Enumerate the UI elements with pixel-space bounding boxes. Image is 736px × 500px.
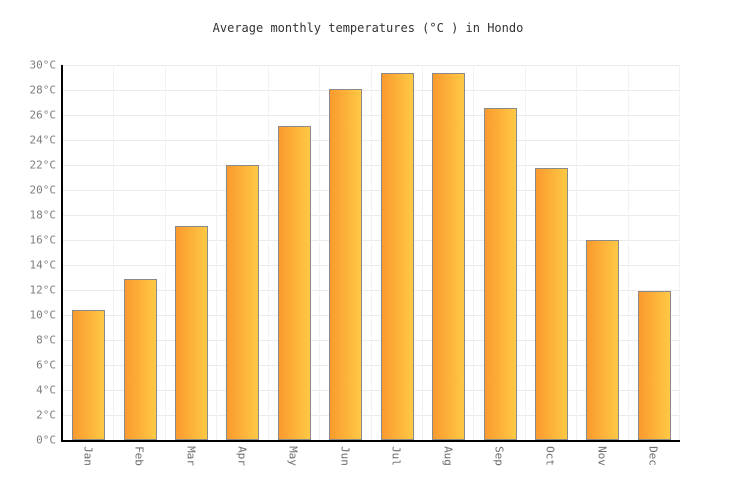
h-gridline <box>63 415 680 416</box>
bar-jun <box>329 88 363 440</box>
h-gridline <box>63 90 680 91</box>
x-tick-label-aug: Aug <box>441 446 455 466</box>
x-tick-label-sep: Sep <box>492 446 506 466</box>
x-tick-label-may: May <box>286 446 300 466</box>
y-tick-label-20: 20°C <box>29 183 57 197</box>
v-gridline <box>216 65 218 440</box>
bar-may <box>277 126 311 440</box>
y-tick-label-14: 14°C <box>29 258 57 272</box>
bar-mar <box>175 226 209 440</box>
v-gridline <box>267 65 269 440</box>
v-gridline <box>370 65 372 440</box>
h-gridline <box>63 340 680 341</box>
h-gridline <box>63 290 680 291</box>
y-tick-label-8: 8°C <box>36 333 56 347</box>
plot-area <box>61 65 680 442</box>
v-gridline <box>319 65 321 440</box>
h-gridline <box>63 315 680 316</box>
h-gridline <box>63 240 680 241</box>
v-gridline <box>679 65 680 440</box>
x-tick-label-jan: Jan <box>81 446 95 466</box>
h-gridline <box>63 215 680 216</box>
v-gridline <box>164 65 166 440</box>
x-tick-label-feb: Feb <box>132 446 146 466</box>
y-tick-label-10: 10°C <box>29 308 57 322</box>
y-tick-label-30: 30°C <box>29 58 57 72</box>
v-gridline <box>576 65 578 440</box>
x-tick-label-apr: Apr <box>235 446 249 466</box>
y-tick-label-28: 28°C <box>29 83 57 97</box>
bar-dec <box>637 291 671 440</box>
x-tick-label-dec: Dec <box>646 446 660 466</box>
v-gridline <box>421 65 423 440</box>
h-gridline <box>63 65 680 66</box>
v-gridline <box>473 65 475 440</box>
v-gridline <box>113 65 115 440</box>
y-tick-label-12: 12°C <box>29 283 57 297</box>
bar-jul <box>380 72 414 440</box>
y-tick-label-26: 26°C <box>29 108 57 122</box>
y-tick-label-18: 18°C <box>29 208 57 222</box>
bar-jan <box>72 310 106 440</box>
bar-oct <box>534 167 568 440</box>
h-gridline <box>63 165 680 166</box>
bar-nov <box>586 240 620 440</box>
y-tick-label-0: 0°C <box>36 433 56 447</box>
y-tick-label-16: 16°C <box>29 233 57 247</box>
h-gridline <box>63 365 680 366</box>
v-gridline <box>627 65 629 440</box>
y-tick-label-6: 6°C <box>36 358 56 372</box>
h-gridline <box>63 190 680 191</box>
h-gridline <box>63 140 680 141</box>
h-gridline <box>63 115 680 116</box>
h-gridline <box>63 390 680 391</box>
x-tick-label-mar: Mar <box>184 446 198 466</box>
bar-feb <box>123 278 157 440</box>
bar-sep <box>483 107 517 440</box>
bar-apr <box>226 165 260 440</box>
bar-aug <box>432 72 466 440</box>
h-gridline <box>63 265 680 266</box>
x-tick-label-nov: Nov <box>595 446 609 466</box>
y-tick-label-4: 4°C <box>36 383 56 397</box>
y-tick-label-2: 2°C <box>36 408 56 422</box>
v-gridline <box>524 65 526 440</box>
chart-title: Average monthly temperatures (°C ) in Ho… <box>212 21 524 35</box>
x-tick-label-jun: Jun <box>338 446 352 466</box>
x-tick-label-oct: Oct <box>543 446 557 466</box>
x-tick-label-jul: Jul <box>389 446 403 466</box>
y-tick-label-24: 24°C <box>29 133 57 147</box>
y-tick-label-22: 22°C <box>29 158 57 172</box>
